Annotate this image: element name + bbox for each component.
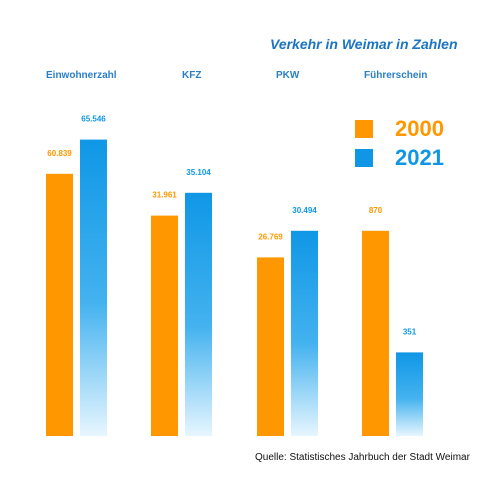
value-label-2021-einwohnerzahl: 65.546 bbox=[81, 115, 106, 124]
bar-2021-kfz bbox=[185, 192, 212, 436]
category-label-fuehrerschein: Führerschein bbox=[364, 70, 428, 81]
chart-title: Verkehr in Weimar in Zahlen bbox=[270, 36, 458, 52]
legend-swatch-2021 bbox=[355, 149, 373, 167]
bar-2021-pkw bbox=[291, 230, 318, 436]
value-label-2000-einwohnerzahl: 60.839 bbox=[47, 149, 72, 158]
category-label-pkw: PKW bbox=[276, 70, 300, 81]
legend-label-2021: 2021 bbox=[395, 145, 444, 170]
legend-item-2021: 2021 bbox=[355, 145, 444, 171]
value-label-2000-kfz: 31.961 bbox=[152, 191, 177, 200]
value-label-2021-pkw: 30.494 bbox=[292, 206, 317, 215]
source-note: Quelle: Statistisches Jahrbuch der Stadt… bbox=[255, 452, 470, 463]
legend-label-2000: 2000 bbox=[395, 116, 444, 141]
value-label-2021-kfz: 35.104 bbox=[186, 168, 211, 177]
bar-2021-einwohnerzahl bbox=[80, 139, 107, 436]
value-label-2000-pkw: 26.769 bbox=[258, 232, 283, 241]
bar-2000-kfz bbox=[151, 215, 178, 436]
bar-2000-einwohnerzahl bbox=[46, 173, 73, 437]
bar-2000-pkw bbox=[257, 257, 284, 436]
category-label-kfz: KFZ bbox=[182, 70, 202, 81]
value-label-2021-fuehrerschein: 351 bbox=[403, 327, 417, 336]
bar-2021-fuehrerschein bbox=[396, 352, 423, 436]
legend-item-2000: 2000 bbox=[355, 116, 444, 142]
bar-2000-fuehrerschein bbox=[362, 230, 389, 436]
value-label-2000-fuehrerschein: 870 bbox=[369, 206, 383, 215]
legend-swatch-2000 bbox=[355, 120, 373, 138]
category-label-einwohnerzahl: Einwohnerzahl bbox=[46, 70, 117, 81]
